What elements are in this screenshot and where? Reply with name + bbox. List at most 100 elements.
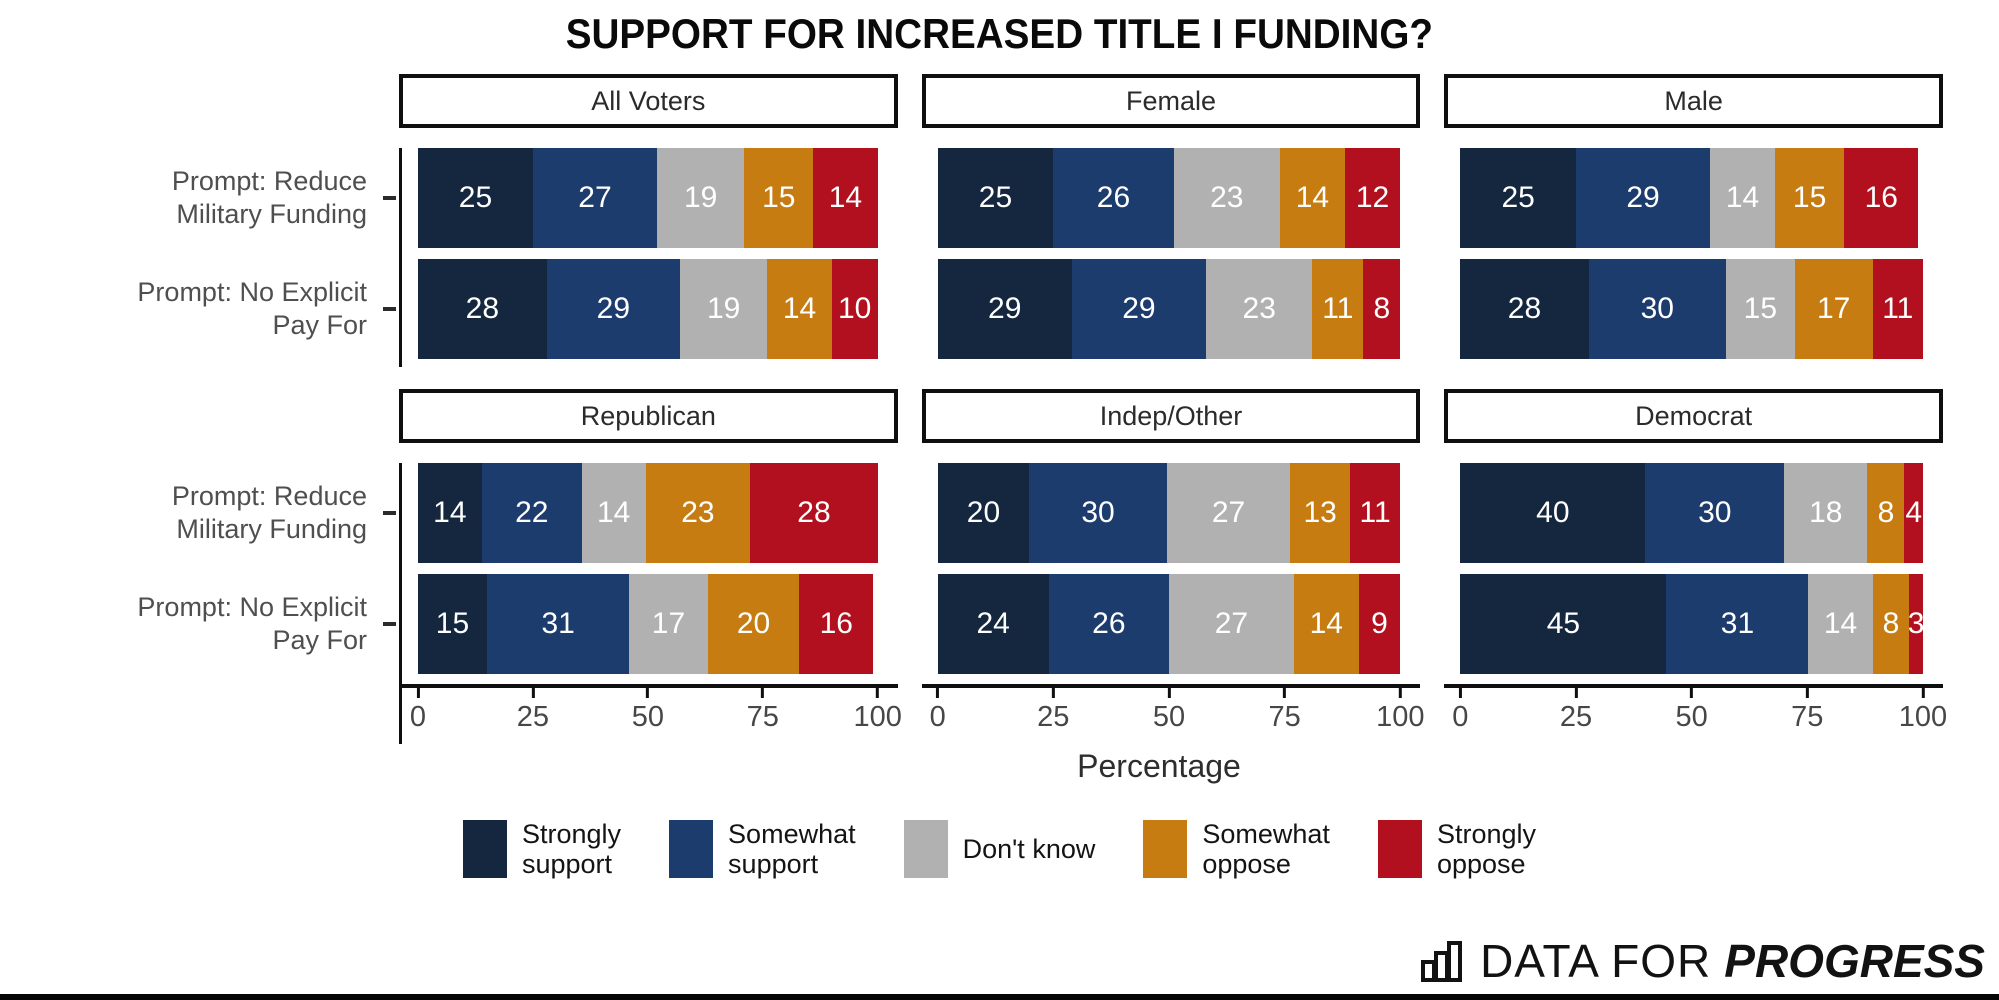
x-axis-tick-50: 50 [1676, 688, 1708, 734]
segment-value-label: 4 [1905, 496, 1923, 529]
segment-value-label: 28 [465, 292, 500, 325]
segment-value-label: 25 [978, 181, 1013, 214]
tick-mark [1167, 688, 1171, 698]
facet-panel-indep-other: Indep/Other 20 30 27 13 11 24 26 27 14 9 0 25 50 75 100 [921, 389, 1425, 744]
x-axis-tick-50: 50 [1153, 688, 1185, 734]
legend-label: Don't know [963, 834, 1096, 864]
stacked-bar-female-1: 25 26 23 14 12 [937, 148, 1401, 248]
bar-segment-somewhat-support: 26 [1053, 148, 1174, 248]
axis-tick-mark [383, 196, 396, 200]
bar-segment-don-t-know: 17 [629, 574, 708, 674]
row-label-line: Prompt: No Explicit [137, 592, 367, 623]
legend-label-line: Don't know [962, 834, 1096, 865]
bar-segment-don-t-know: 14 [581, 463, 646, 563]
segment-value-label: 20 [736, 607, 771, 640]
segment-value-label: 14 [782, 292, 817, 325]
bar-segment-somewhat-support: 27 [532, 148, 657, 248]
tick-mark [1805, 688, 1809, 698]
stacked-bar-indep-other-2: 24 26 27 14 9 [937, 574, 1401, 674]
bottom-divider [0, 994, 1999, 1000]
bar-segment-somewhat-support: 29 [546, 259, 680, 359]
tick-mark [531, 688, 535, 698]
bar-segment-somewhat-support: 30 [1588, 259, 1727, 359]
segment-value-label: 26 [1096, 181, 1131, 214]
segment-value-label: 8 [1373, 292, 1391, 325]
tick-mark [416, 688, 420, 698]
bar-segment-somewhat-support: 22 [481, 463, 582, 563]
segment-value-label: 19 [706, 292, 741, 325]
stacked-bar-republican-1: 14 22 14 23 28 [418, 463, 878, 563]
bar-segment-somewhat-oppose: 8 [1867, 463, 1905, 563]
bar-segment-strongly-oppose: 4 [1904, 463, 1923, 563]
xlabel-row: Percentage [375, 748, 1943, 785]
segment-value-label: 11 [1882, 292, 1914, 325]
tick-mark [876, 688, 880, 698]
row-label-prompt-no-explicit-pay-for: Prompt: No Explicit Pay For [0, 574, 396, 674]
bar-segment-don-t-know: 27 [1166, 463, 1291, 563]
x-axis-democrat: 0 25 50 75 100 [1444, 684, 1947, 736]
segment-value-label: 27 [1214, 607, 1249, 640]
bar-segment-strongly-oppose: 11 [1349, 463, 1401, 563]
bar-segment-somewhat-oppose: 23 [645, 463, 751, 563]
chart-title: SUPPORT FOR INCREASED TITLE I FUNDING? [565, 10, 1434, 57]
stacked-bar-democrat-2: 45 31 14 8 3 [1460, 574, 1924, 674]
segment-value-label: 45 [1546, 607, 1581, 640]
x-axis-tick-track: 0 25 50 75 100 [1452, 684, 1947, 736]
segment-value-label: 11 [1322, 292, 1354, 325]
row-label-line: Pay For [272, 310, 367, 340]
facet-header-all-voters: All Voters [399, 74, 898, 128]
segment-value-label: 26 [1092, 607, 1126, 640]
legend-swatch-strongly-support [462, 820, 507, 879]
legend-label-line: Somewhat [728, 819, 856, 849]
facet-row-2: Prompt: Reduce Military Funding Prompt: No… [0, 389, 1947, 744]
bar-segment-don-t-know: 23 [1173, 148, 1280, 248]
segment-value-label: 9 [1371, 607, 1388, 640]
tick-label: 0 [929, 701, 946, 733]
segment-value-label: 12 [1355, 181, 1390, 214]
tick-mark [1283, 688, 1287, 698]
legend-label: Strongly oppose [1437, 819, 1536, 879]
tick-label: 100 [1898, 701, 1948, 733]
bar-segment-don-t-know: 18 [1784, 463, 1868, 563]
stacked-bar-indep-other-1: 20 30 27 13 11 [937, 463, 1401, 563]
tick-mark [1574, 688, 1578, 698]
bar-segment-strongly-support: 24 [937, 574, 1049, 674]
bar-segment-don-t-know: 27 [1168, 574, 1294, 674]
x-axis-line [921, 684, 1421, 688]
row-label-column: Prompt: Reduce Military Funding Prompt: No… [0, 74, 396, 367]
x-axis-line [402, 684, 898, 688]
facet-plot-female: 25 26 23 14 12 29 29 23 11 8 [922, 148, 1421, 367]
brand-name-light: DATA FOR [1480, 935, 1712, 987]
facet-plot-male: 25 29 14 15 16 28 30 15 17 11 [1444, 148, 1943, 367]
tick-label: 75 [1268, 701, 1301, 733]
bar-segment-strongly-support: 25 [418, 148, 533, 248]
stacked-bar-republican-2: 15 31 17 20 16 [418, 574, 878, 674]
axis-tick-mark [383, 307, 396, 311]
segment-value-label: 30 [1081, 496, 1115, 529]
legend: Strongly support Somewhat support Don't know… [0, 819, 1999, 879]
bar-segment-strongly-support: 25 [1460, 148, 1576, 248]
row-label-line: Pay For [272, 625, 367, 655]
bar-segment-somewhat-support: 26 [1048, 574, 1169, 674]
bar-segment-don-t-know: 19 [680, 259, 768, 359]
legend-label-line: oppose [1436, 849, 1526, 880]
x-axis-tick-75: 75 [747, 688, 779, 734]
segment-value-label: 16 [819, 607, 853, 640]
legend-label: Strongly support [522, 819, 621, 879]
bar-segment-strongly-support: 40 [1460, 463, 1646, 563]
stacked-bar-male-1: 25 29 14 15 16 [1460, 148, 1923, 248]
tick-label: 25 [1559, 701, 1593, 733]
tick-mark [761, 688, 765, 698]
facet-row-1: Prompt: Reduce Military Funding Prompt: No… [0, 74, 1943, 367]
bar-segment-somewhat-support: 30 [1029, 463, 1167, 563]
segment-value-label: 14 [1823, 607, 1858, 640]
bar-segment-somewhat-oppose: 17 [1794, 259, 1873, 359]
tick-label: 50 [631, 701, 664, 733]
x-axis-republican: 0 25 50 75 100 [402, 684, 902, 736]
x-axis-tick-100: 100 [1899, 688, 1947, 734]
segment-value-label: 15 [762, 181, 796, 214]
x-axis-tick-25: 25 [517, 688, 549, 734]
segment-value-label: 14 [1295, 181, 1330, 214]
legend-swatch-strongly-oppose [1377, 820, 1422, 879]
stacked-bar-all-voters-2: 28 29 19 14 10 [418, 259, 878, 359]
